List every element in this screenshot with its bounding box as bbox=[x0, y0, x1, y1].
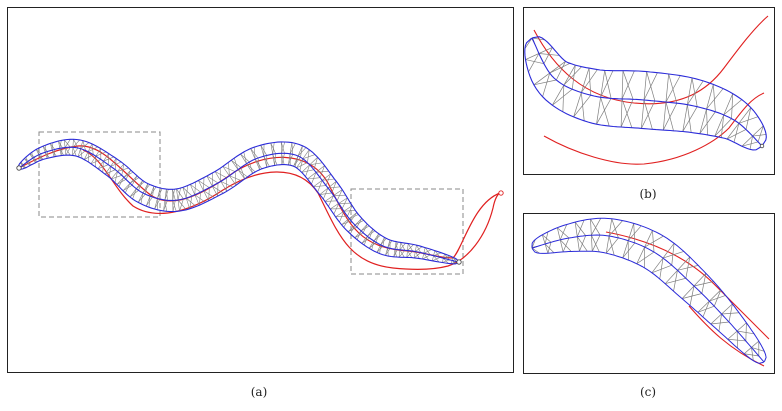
worm-b-centerline bbox=[531, 37, 763, 147]
panel-b-figure bbox=[524, 15, 769, 165]
caption-b: (b) bbox=[639, 187, 657, 201]
caption-a: (a) bbox=[250, 385, 268, 399]
endpoint-red bbox=[498, 190, 504, 196]
worm-b-outline-lower bbox=[532, 36, 767, 146]
red-contour-lower bbox=[82, 149, 501, 270]
red-contour-lower bbox=[543, 92, 765, 165]
worm-a-mesh bbox=[18, 139, 459, 265]
zoom-box-right bbox=[350, 188, 464, 275]
worm-a-centerline bbox=[18, 146, 459, 263]
worm-a-outline-lower bbox=[18, 138, 459, 262]
endpoint-right bbox=[759, 143, 765, 149]
caption-c: (c) bbox=[639, 385, 657, 399]
worm-c-centerline bbox=[531, 234, 765, 363]
panel-b bbox=[523, 7, 775, 175]
endpoint-right bbox=[456, 259, 462, 265]
endpoint-left bbox=[16, 165, 22, 171]
worm-c-outline-lower bbox=[531, 217, 767, 362]
red-contour-upper bbox=[533, 15, 769, 105]
panel-c-figure bbox=[531, 217, 770, 367]
panel-c bbox=[523, 213, 775, 374]
worm-c-outline-upper bbox=[531, 248, 764, 364]
zoom-box-left bbox=[38, 131, 161, 218]
worm-b-mesh bbox=[524, 37, 767, 150]
panel-a-figure bbox=[16, 131, 504, 275]
worm-a-outline-upper bbox=[19, 154, 459, 265]
worm-c-mesh bbox=[531, 218, 765, 363]
panel-a bbox=[7, 7, 514, 373]
red-contour-upper bbox=[605, 231, 770, 340]
worm-b-outline-upper bbox=[524, 37, 762, 151]
